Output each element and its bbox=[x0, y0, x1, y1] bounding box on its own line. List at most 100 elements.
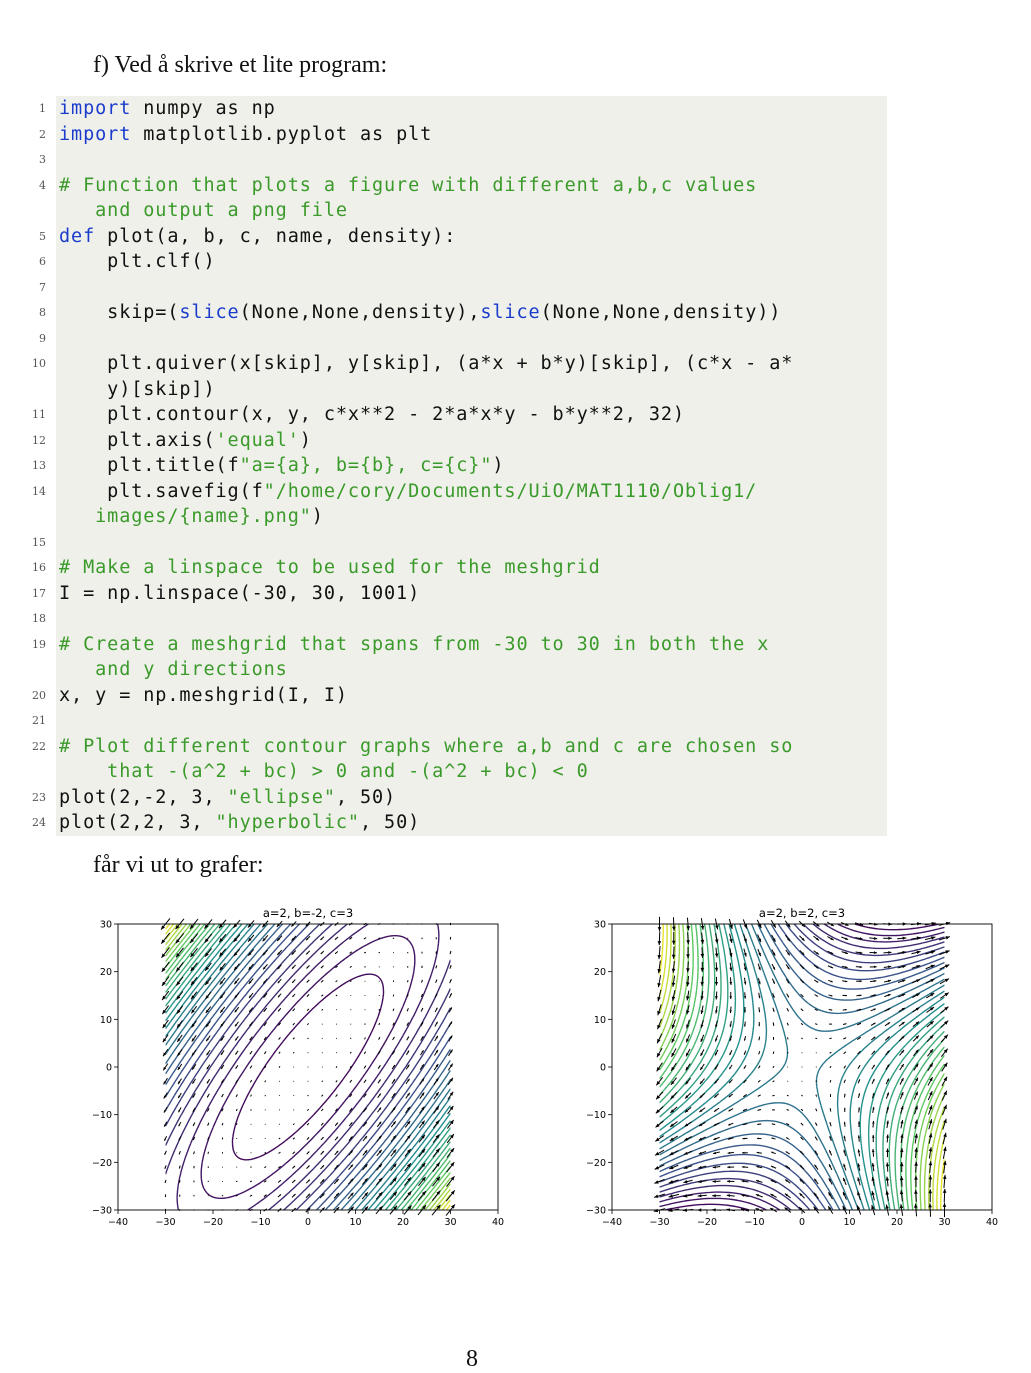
quiver-arrow bbox=[858, 1079, 860, 1083]
quiver-arrow bbox=[756, 1194, 763, 1197]
quiver-arrow bbox=[321, 1151, 324, 1154]
quiver-arrow bbox=[194, 1166, 195, 1168]
quiver-arrow bbox=[872, 1065, 875, 1069]
x-tick-label: −40 bbox=[108, 1217, 128, 1228]
quiver-arrow bbox=[422, 952, 423, 954]
quiver-arrow bbox=[279, 1124, 280, 1125]
code-token: ) bbox=[312, 506, 324, 527]
code-line: and y directions bbox=[0, 657, 900, 683]
line-number: 24 bbox=[16, 810, 46, 836]
code-line: 4# Function that plots a figure with dif… bbox=[0, 173, 900, 199]
quiver-arrow bbox=[292, 965, 296, 969]
quiver-arrow bbox=[279, 1138, 280, 1139]
quiver-arrow bbox=[816, 1081, 817, 1082]
quiver-arrow bbox=[379, 966, 380, 967]
quiver-arrow bbox=[279, 1109, 280, 1110]
quiver-arrow bbox=[421, 1008, 423, 1012]
quiver-arrow bbox=[658, 931, 662, 945]
code-line: and output a png file bbox=[0, 198, 900, 224]
quiver-arrow bbox=[872, 1135, 875, 1142]
quiver-arrow bbox=[378, 1079, 381, 1083]
quiver-arrow bbox=[656, 1092, 663, 1099]
quiver-arrow bbox=[379, 1009, 380, 1011]
quiver-arrow bbox=[406, 1093, 410, 1099]
code-keyword: import bbox=[59, 124, 131, 145]
quiver-arrow bbox=[379, 1023, 380, 1025]
code-text: # Make a linspace to be used for the mes… bbox=[59, 555, 601, 581]
quiver-arrow bbox=[843, 1009, 847, 1010]
quiver-arrow bbox=[759, 1051, 760, 1054]
quiver-arrow bbox=[757, 1124, 761, 1125]
quiver-arrow bbox=[265, 1152, 266, 1153]
quiver-arrows bbox=[161, 918, 455, 1215]
quiver-arrow bbox=[657, 946, 661, 959]
quiver-arrow bbox=[943, 1175, 947, 1188]
quiver-arrow bbox=[858, 1149, 860, 1156]
quiver-arrow bbox=[886, 1149, 889, 1158]
quiver-arrow bbox=[278, 1194, 281, 1197]
code-line: 10 plt.quiver(x[skip], y[skip], (a*x + b… bbox=[0, 351, 900, 377]
code-text: plot(2,2, 3, "hyperbolic", 50) bbox=[59, 810, 420, 836]
plot-title: a=2, b=-2, c=3 bbox=[263, 906, 353, 920]
quiver-arrow bbox=[858, 1135, 860, 1141]
quiver-arrow bbox=[787, 1037, 788, 1039]
quiver-arrow bbox=[322, 1038, 323, 1039]
line-number: 17 bbox=[16, 581, 46, 607]
code-line: 16# Make a linspace to be used for the m… bbox=[0, 555, 900, 581]
quiver-arrow bbox=[436, 980, 437, 983]
quiver-arrow bbox=[365, 995, 366, 996]
code-text: plt.savefig(f"/home/cory/Documents/UiO/M… bbox=[59, 479, 757, 505]
quiver-arrow bbox=[657, 975, 661, 987]
quiver-arrow bbox=[843, 1178, 846, 1185]
line-number: 22 bbox=[16, 734, 46, 760]
quiver-arrow bbox=[407, 980, 408, 982]
quiver-arrow bbox=[434, 1106, 439, 1113]
code-keyword: import bbox=[59, 98, 131, 119]
quiver-arrow bbox=[236, 1123, 237, 1125]
quiver-arrow bbox=[321, 995, 323, 997]
quiver-arrow bbox=[450, 951, 451, 954]
quiver-arrow bbox=[393, 995, 394, 997]
quiver-arrow bbox=[377, 1108, 381, 1113]
quiver-arrow bbox=[350, 995, 351, 996]
code-line: 24 plot(2,2, 3, "hyperbolic", 50) bbox=[0, 810, 900, 836]
code-text: def plot(a, b, c, name, density): bbox=[59, 224, 456, 250]
quiver-arrow bbox=[308, 1052, 309, 1053]
quiver-arrow bbox=[407, 1008, 408, 1011]
quiver-arrow bbox=[206, 992, 211, 999]
x-tick-label: 40 bbox=[986, 1217, 998, 1228]
quiver-arrow bbox=[728, 1152, 734, 1154]
quiver-arrow bbox=[885, 1022, 890, 1025]
quiver-arrow bbox=[321, 1123, 323, 1125]
quiver-arrow bbox=[293, 1152, 295, 1154]
quiver-arrow bbox=[292, 980, 295, 983]
code-text: y)[skip]) bbox=[59, 377, 216, 403]
quiver-arrow bbox=[758, 1066, 760, 1069]
code-text: plt.contour(x, y, c*x**2 - 2*a*x*y - b*y… bbox=[59, 402, 685, 428]
x-tick-label: −30 bbox=[155, 1217, 175, 1228]
quiver-arrow bbox=[364, 967, 365, 968]
quiver-arrow bbox=[448, 1064, 452, 1071]
quiver-arrow bbox=[801, 1023, 803, 1025]
quiver-arrow bbox=[884, 994, 890, 997]
quiver-arrow bbox=[815, 994, 818, 996]
code-text: and output a png file bbox=[59, 198, 348, 224]
quiver-arrow bbox=[308, 1067, 309, 1068]
quiver-arrow bbox=[727, 1194, 735, 1197]
line-number: 18 bbox=[16, 606, 46, 632]
quiver-arrow bbox=[207, 1094, 209, 1098]
quiver-arrow bbox=[771, 1166, 776, 1168]
quiver-arrow bbox=[744, 949, 747, 957]
quiver-arrow bbox=[393, 952, 394, 953]
quiver-arrow bbox=[744, 978, 746, 985]
quiver-arrow bbox=[886, 1092, 889, 1098]
quiver-arrow bbox=[844, 1080, 845, 1083]
quiver-arrow bbox=[321, 1137, 324, 1140]
quiver-arrow bbox=[306, 965, 309, 968]
y-tick-label: −10 bbox=[92, 1110, 112, 1121]
quiver-arrow bbox=[292, 1180, 295, 1183]
quiver-arrow bbox=[698, 1194, 707, 1197]
code-token: y)[skip]) bbox=[59, 379, 216, 400]
quiver-arrow bbox=[844, 1122, 846, 1127]
quiver-arrow bbox=[435, 1036, 438, 1041]
